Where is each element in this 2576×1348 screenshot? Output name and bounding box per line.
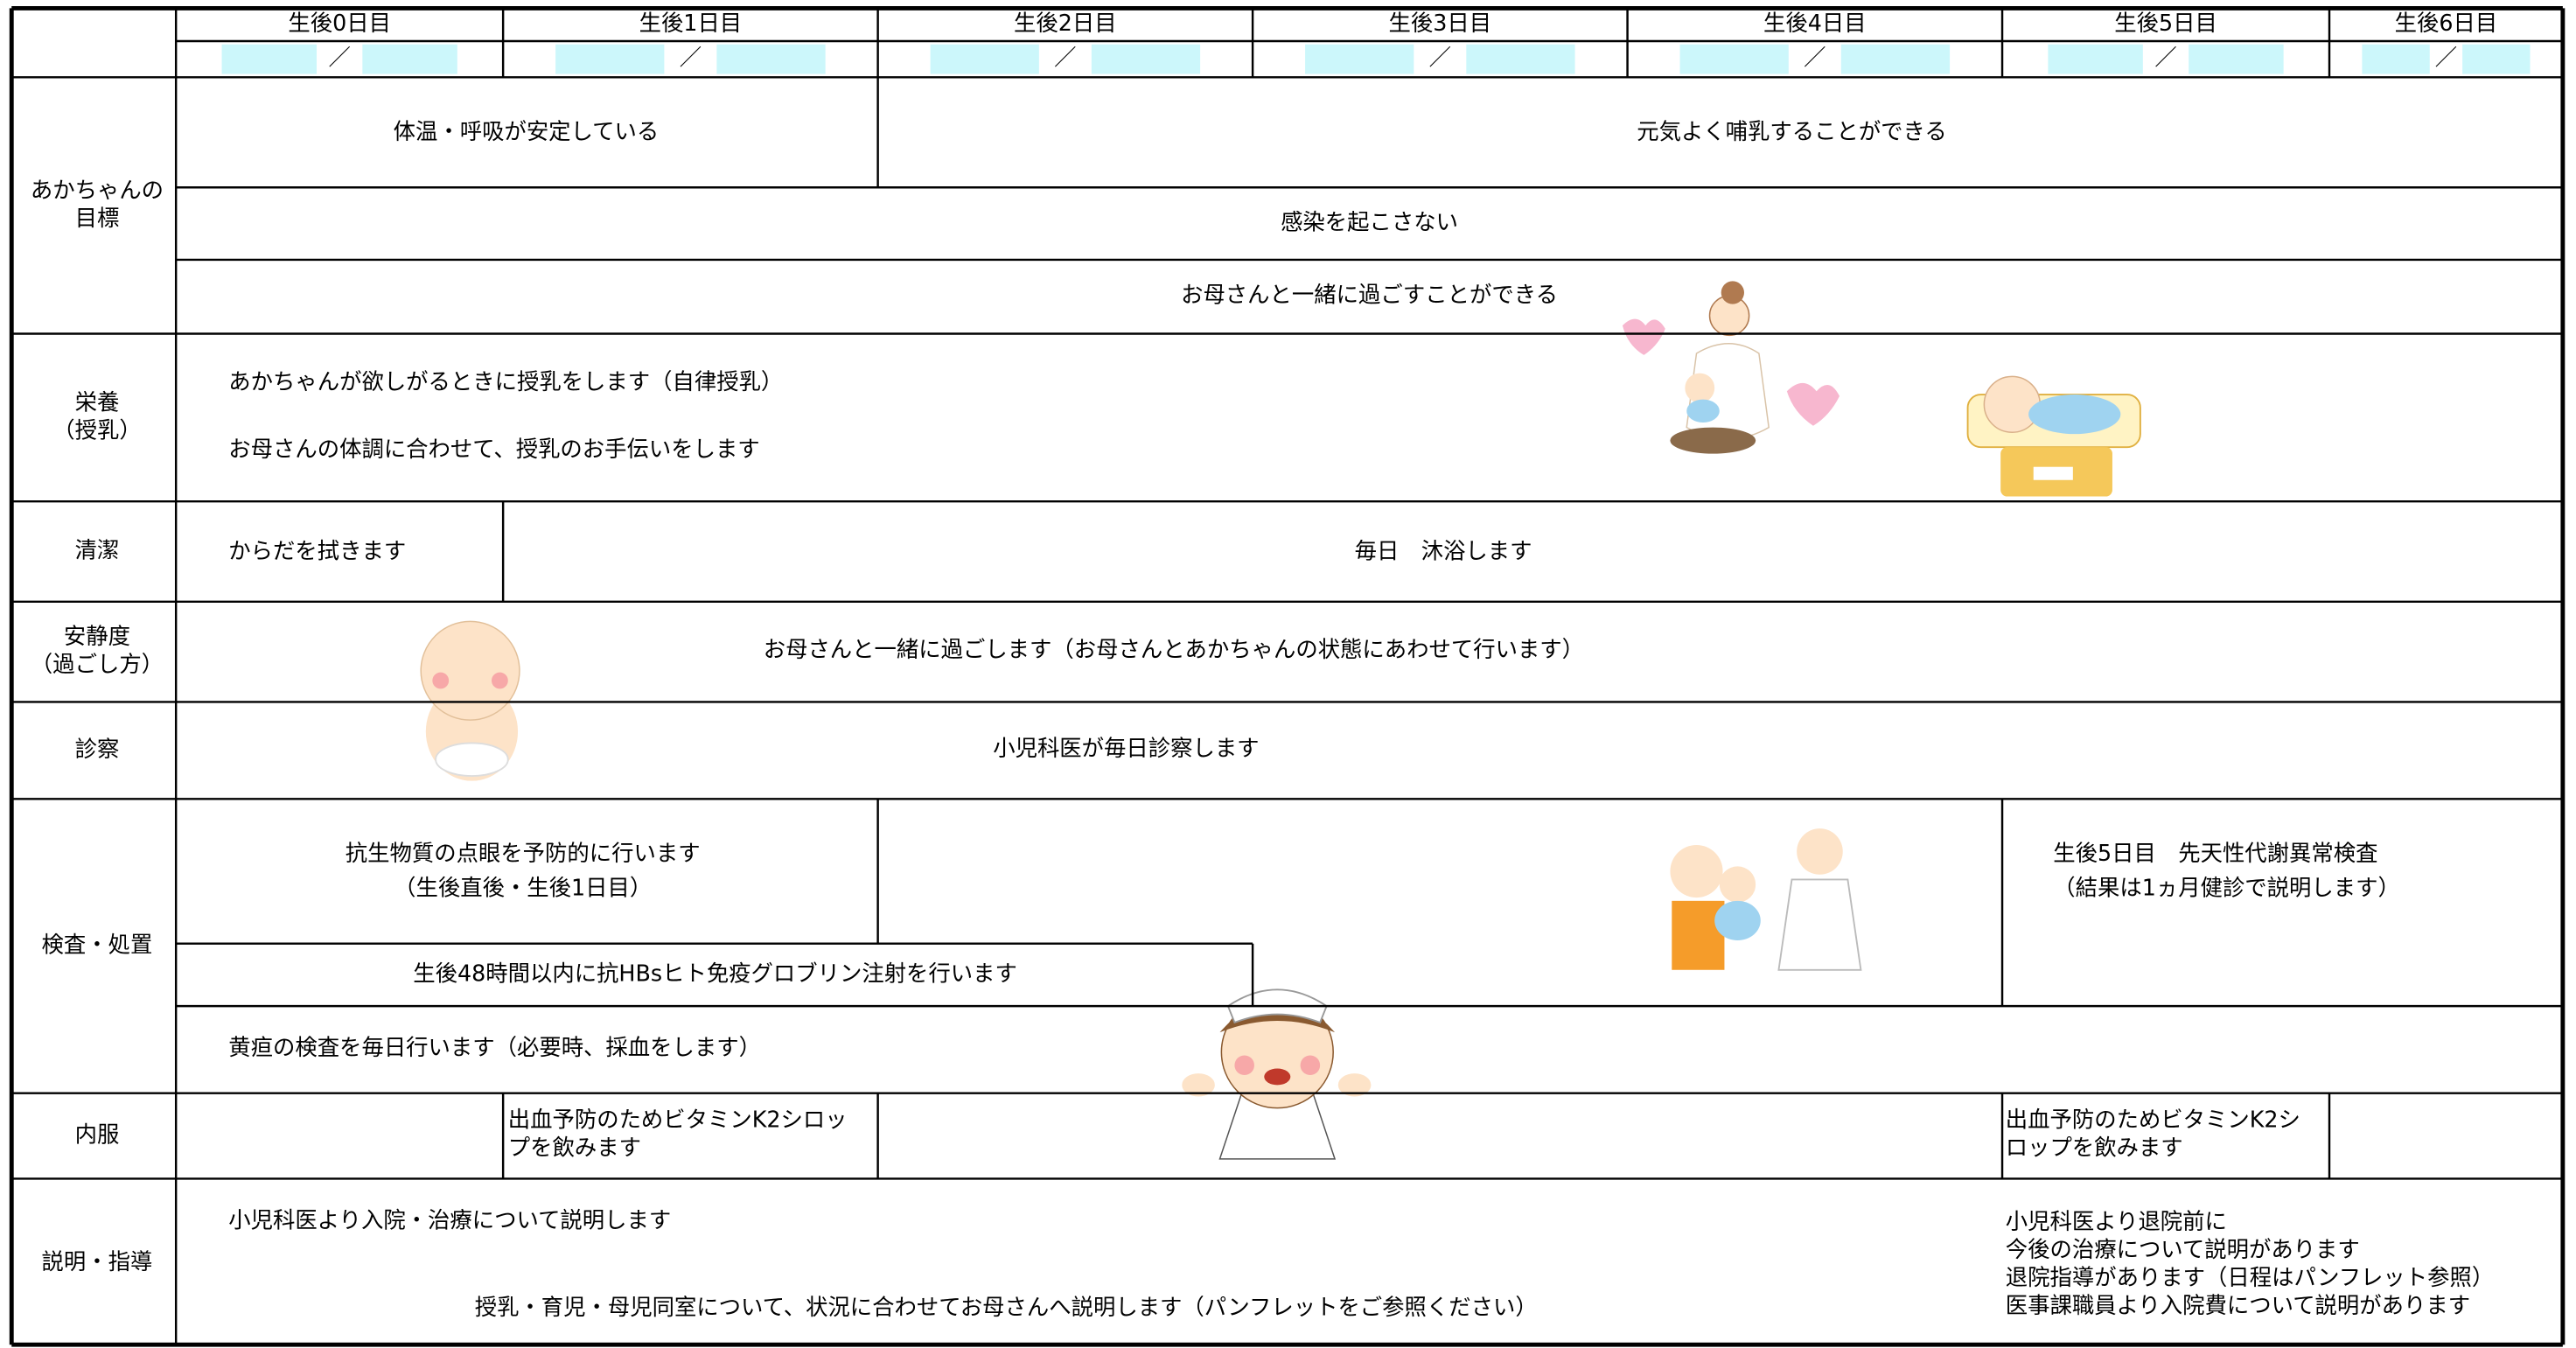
date-input-box [930,44,1039,74]
cell-text: （生後直後・生後1日目） [394,875,652,901]
row-label: 目標 [75,205,120,231]
cell-text: 出血予防のためビタミンK2シ [2006,1107,2300,1133]
date-separator: ／ [328,45,350,71]
date-input-box [362,44,457,74]
cell-text: 医事課職員より入院費について説明があります [2006,1292,2470,1318]
cell-text: 退院指導があります（日程はパンフレット参照） [2006,1264,2494,1290]
date-input-box [2048,44,2143,74]
date-input-box [1305,44,1414,74]
row-label: （授乳） [52,416,141,443]
row-label: 内服 [75,1121,120,1148]
cell-text: からだを拭きます [228,537,406,563]
date-input-box [716,44,826,74]
row-label: 検査・処置 [42,932,153,958]
cell-text: 毎日 沐浴します [1355,537,1532,563]
doctor-mother-illustration [1670,828,1862,971]
cell-text: ロップを飲みます [2006,1135,2183,1161]
cell-text: 感染を起こさない [1281,209,1458,235]
date-separator: ／ [1429,45,1451,71]
date-separator: ／ [680,45,702,71]
cell-text: （結果は1ヵ月健診で説明します） [2053,875,2400,901]
cell-text: 出血予防のためビタミンK2シロッ [508,1107,848,1133]
cell-text: 授乳・育児・母児同室について、状況に合わせてお母さんへ説明します（パンフレットを… [475,1294,1538,1320]
date-input-box [2189,44,2284,74]
date-input-box [1679,44,1789,74]
day-header: 生後5日目 [2114,10,2217,36]
row-label: 栄養 [75,388,120,415]
day-header: 生後0日目 [288,10,391,36]
cell-text: 小児科医が毎日診察します [993,735,1259,761]
cell-text: 元気よく哺乳することができる [1637,118,1947,144]
row-label: 診察 [75,736,120,762]
mother-illustration [1622,281,1840,454]
cell-text: プを飲みます [508,1135,641,1161]
date-input-box [555,44,665,74]
cell-text: お母さんと一緒に過ごします（お母さんとあかちゃんの状態にあわせて行います） [764,636,1584,662]
nurse-illustration [1182,988,1372,1160]
cell-text: あかちゃんが欲しがるときに授乳をします（自律授乳） [228,368,783,395]
cell-text: 生後5日目 先天性代謝異常検査 [2053,840,2377,866]
day-header: 生後4日目 [1763,10,1867,36]
row-label: あかちゃんの [31,177,164,203]
cell-text: お母さんと一緒に過ごすことができる [1181,281,1558,307]
cell-text: 体温・呼吸が安定している [394,118,660,144]
row-label: 説明・指導 [42,1248,153,1275]
date-input-box [2462,44,2531,74]
date-input-box [1466,44,1575,74]
row-label: （過ごし方） [31,651,164,677]
date-input-box [2362,44,2430,74]
date-input-box [1840,44,1951,74]
cell-text: 小児科医より入院・治療について説明します [228,1206,671,1233]
baby-scale-illustration [1966,375,2141,497]
illustrations [420,281,2141,1160]
cell-text: お母さんの体調に合わせて、授乳のお手伝いをします [228,436,759,462]
baby-illustration [420,620,520,781]
cell-text: 小児科医より退院前に [2006,1208,2227,1234]
date-separator: ／ [1804,45,1826,71]
date-input-box [1091,44,1201,74]
cell-text: 今後の治療について説明があります [2006,1236,2360,1262]
day-header: 生後6日目 [2395,10,2498,36]
date-separator: ／ [1054,45,1076,71]
row-label: 安静度 [64,623,130,649]
date-separator: ／ [2435,45,2457,71]
cell-text: 生後48時間以内に抗HBsヒト免疫グロブリン注射を行います [413,960,1017,986]
day-header: 生後2日目 [1014,10,1117,36]
row-label: 清潔 [75,536,120,562]
day-header: 生後3日目 [1389,10,1492,36]
date-input-box [221,44,317,74]
cell-text: 黄疸の検査を毎日行います（必要時、採血をします） [228,1034,761,1060]
date-separator: ／ [2154,45,2176,71]
cell-text: 抗生物質の点眼を予防的に行います [346,840,701,866]
day-header: 生後1日目 [639,10,743,36]
